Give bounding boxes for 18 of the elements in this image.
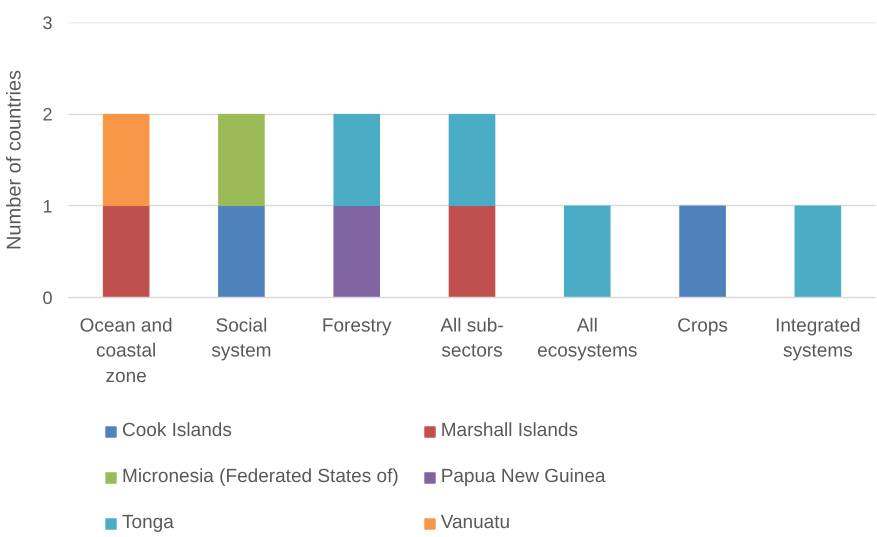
y-tick-label: 1 [42,196,53,216]
y-tick-label: 3 [42,13,53,33]
legend-label: Marshall Islands [440,420,578,442]
x-tick-label: Ocean and coastal zone [80,316,173,387]
y-axis-title: Number of countries [3,70,26,250]
x-tick-label: All sub-sectors [440,316,504,362]
x-tick-label: Crops [677,316,728,336]
x-tick-label: Forestry [322,316,392,336]
x-tick-label: Social system [211,316,272,362]
legend-label: Micronesia (Federated States of) [122,466,399,488]
legend-label: Tonga [122,512,174,534]
y-tick-label: 0 [42,288,53,308]
legend-label: Vanuatu [440,512,510,534]
legend-label: Cook Islands [122,420,232,442]
x-tick-label: Integrated systems [775,316,861,362]
y-tick-label: 2 [42,104,53,125]
x-tick-label: All ecosystems [537,316,638,362]
legend-label: Papua New Guinea [440,466,606,488]
